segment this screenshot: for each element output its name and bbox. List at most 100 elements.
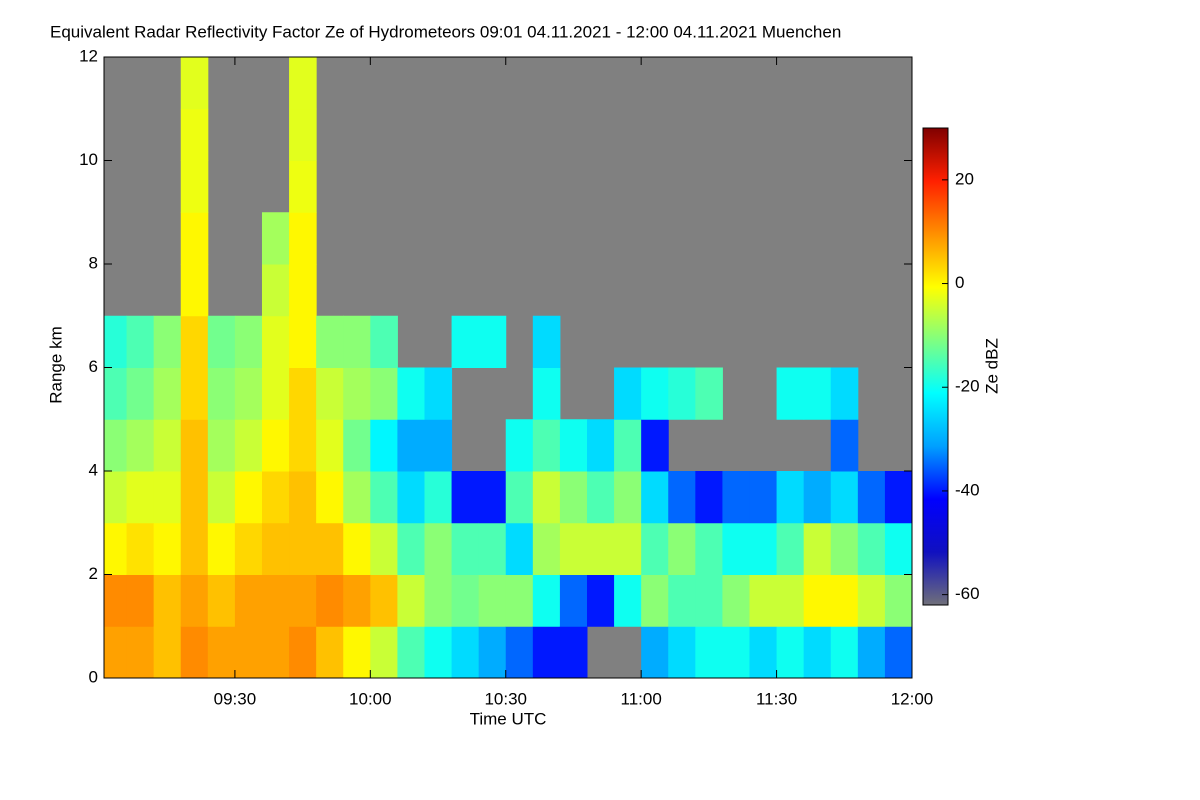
heatmap-cell: [104, 367, 128, 420]
heatmap-cell: [180, 315, 209, 368]
heatmap-cell: [104, 419, 128, 472]
heatmap-cell: [532, 626, 561, 678]
y-tick-label: 8: [89, 253, 98, 272]
heatmap-cell: [153, 574, 182, 627]
x-tick-label: 11:30: [756, 689, 797, 708]
heatmap-cell: [776, 471, 805, 524]
heatmap-cell: [289, 471, 317, 524]
heatmap-cell: [722, 574, 750, 627]
heatmap-cell: [370, 626, 398, 678]
heatmap-cell: [803, 367, 832, 420]
heatmap-cell: [104, 471, 128, 524]
heatmap-cell: [316, 574, 344, 627]
heatmap-cell: [586, 471, 615, 524]
heatmap-cell: [776, 626, 805, 678]
heatmap-cell: [180, 471, 209, 524]
heatmap-cell: [289, 160, 317, 213]
heatmap-cell: [289, 108, 317, 161]
heatmap-cell: [505, 574, 534, 627]
heatmap-cell: [289, 626, 317, 678]
heatmap-cell: [289, 264, 317, 317]
heatmap-cell: [180, 574, 209, 627]
heatmap-cell: [180, 264, 209, 317]
heatmap-cell: [857, 471, 886, 524]
heatmap-cell: [153, 471, 182, 524]
x-tick-label: 10:00: [349, 689, 392, 708]
heatmap-cell: [776, 574, 805, 627]
heatmap-cell: [289, 212, 317, 265]
heatmap-cell: [316, 367, 344, 420]
heatmap-cell: [180, 626, 209, 678]
heatmap-cell: [289, 522, 317, 575]
heatmap-cell: [830, 574, 859, 627]
heatmap-cell: [397, 626, 425, 678]
heatmap-cell: [234, 367, 263, 420]
heatmap-cell: [830, 522, 859, 575]
heatmap-cell: [126, 367, 155, 420]
y-tick-label: 0: [89, 667, 98, 686]
heatmap-cell: [234, 471, 263, 524]
heatmap-cell: [559, 471, 588, 524]
heatmap-cell: [207, 315, 236, 368]
heatmap-cell: [180, 57, 209, 110]
heatmap-cell: [749, 471, 778, 524]
heatmap-cell: [451, 522, 480, 575]
heatmap-cell: [104, 626, 128, 678]
heatmap-cell: [261, 522, 290, 575]
heatmap-cell: [695, 626, 723, 678]
chart-title: Equivalent Radar Reflectivity Factor Ze …: [50, 22, 841, 41]
heatmap-cell: [343, 367, 371, 420]
y-tick-label: 4: [89, 460, 98, 479]
heatmap-cell: [532, 471, 561, 524]
heatmap-cell: [343, 471, 371, 524]
heatmap-cell: [641, 522, 669, 575]
heatmap-cell: [289, 315, 317, 368]
colorbar: [922, 127, 949, 606]
heatmap-cell: [749, 574, 778, 627]
heatmap-cell: [695, 574, 723, 627]
heatmap-cell: [532, 419, 561, 472]
heatmap-cell: [343, 315, 371, 368]
heatmap-cell: [749, 522, 778, 575]
heatmap-cell: [884, 522, 912, 575]
heatmap-cell: [370, 315, 398, 368]
heatmap-cell: [614, 574, 642, 627]
heatmap-cell: [316, 471, 344, 524]
heatmap-cell: [153, 626, 182, 678]
heatmap-cell: [104, 315, 128, 368]
heatmap-cell: [559, 419, 588, 472]
heatmap-cell: [207, 626, 236, 678]
heatmap-cell: [424, 626, 453, 678]
heatmap-cell: [104, 522, 128, 575]
heatmap-cell: [180, 522, 209, 575]
y-tick-label: 10: [79, 150, 98, 169]
heatmap-cell: [803, 574, 832, 627]
heatmap-cell: [424, 471, 453, 524]
heatmap-cell: [532, 522, 561, 575]
heatmap-cell: [424, 367, 453, 420]
heatmap-cell: [261, 212, 290, 265]
heatmap-cell: [370, 367, 398, 420]
heatmap-cell: [776, 522, 805, 575]
heatmap-cell: [397, 471, 425, 524]
heatmap-cell: [803, 471, 832, 524]
heatmap-cell: [451, 574, 480, 627]
colorbar-tick-label: -20: [955, 377, 980, 396]
heatmap-cell: [126, 574, 155, 627]
heatmap-cell: [641, 574, 669, 627]
heatmap-cell: [641, 626, 669, 678]
heatmap-cell: [370, 522, 398, 575]
heatmap-cell: [261, 574, 290, 627]
heatmap-cell: [695, 522, 723, 575]
heatmap-cell: [830, 419, 859, 472]
heatmap-cell: [857, 522, 886, 575]
heatmap-cell: [289, 574, 317, 627]
heatmap-cell: [289, 57, 317, 110]
heatmap-cell: [532, 574, 561, 627]
heatmap-cell: [397, 522, 425, 575]
heatmap-cell: [614, 522, 642, 575]
heatmap-cell: [180, 160, 209, 213]
heatmap-cell: [749, 626, 778, 678]
heatmap-cell: [478, 315, 507, 368]
